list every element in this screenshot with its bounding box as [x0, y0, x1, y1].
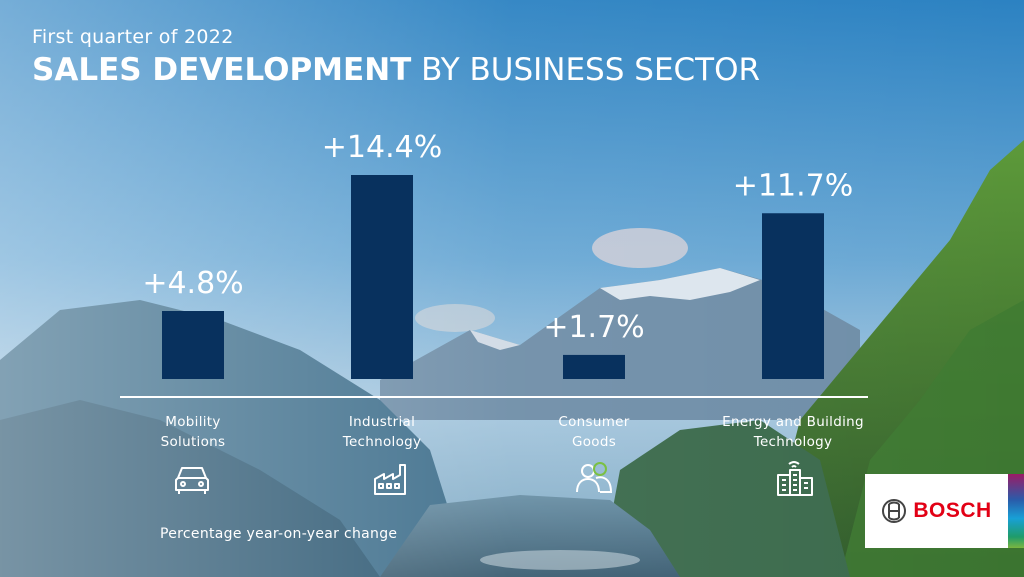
bosch-armature-icon [882, 499, 907, 523]
bar-1 [162, 311, 224, 379]
category-label-2-line-2: Technology [342, 434, 422, 450]
category-label-4-line-2: Technology [753, 434, 833, 450]
bar-4 [762, 213, 824, 379]
category-label-3-line-2: Goods [572, 434, 616, 450]
people-icon [576, 462, 613, 493]
bar-2 [351, 175, 413, 379]
chart-footnote: Percentage year-on-year change [160, 526, 398, 542]
bar-3 [563, 354, 625, 379]
value-label-1: +4.8% [142, 266, 243, 301]
value-label-4: +11.7% [733, 168, 853, 203]
category-label-1-line-2: Solutions [161, 434, 226, 450]
value-label-2: +14.4% [322, 130, 442, 165]
title-light: BY BUSINESS SECTOR [421, 52, 761, 88]
category-label-3-line-1: Consumer [558, 414, 629, 430]
bosch-logo-text: BOSCH [913, 499, 992, 522]
page-title: SALES DEVELOPMENT BY BUSINESS SECTOR [32, 52, 760, 88]
bosch-logo: BOSCH [865, 474, 1008, 548]
title-bold: SALES DEVELOPMENT [32, 52, 412, 88]
factory-icon [374, 464, 406, 495]
page-subtitle: First quarter of 2022 [32, 26, 234, 48]
car-icon [175, 467, 209, 494]
brand-color-strip [1008, 474, 1024, 548]
category-label-1-line-1: Mobility [165, 414, 220, 430]
smart-building-icon [777, 461, 813, 496]
category-label-4-line-1: Energy and Building [722, 414, 864, 430]
category-label-2-line-1: Industrial [349, 414, 415, 430]
value-label-3: +1.7% [543, 310, 644, 345]
